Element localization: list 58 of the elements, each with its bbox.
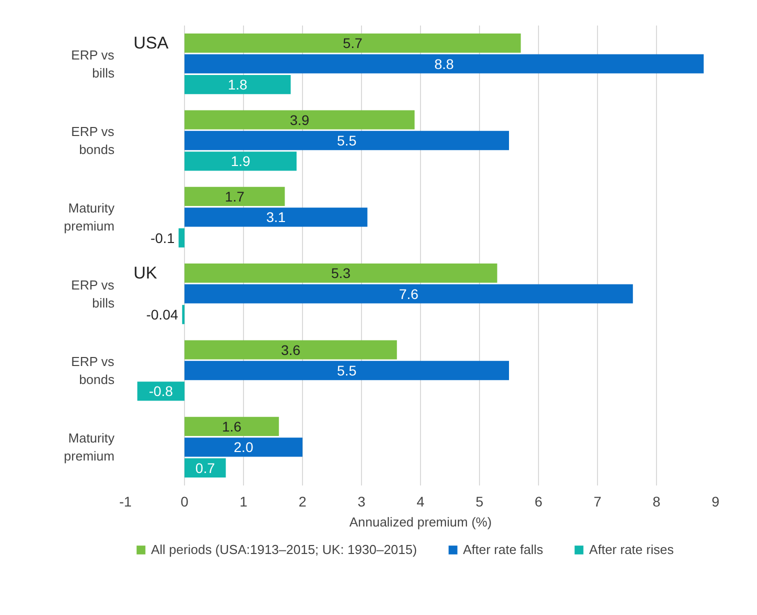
- bar: [184, 360, 509, 380]
- legend-label: After rate falls: [462, 542, 544, 557]
- x-tick-label: 2: [298, 494, 307, 510]
- data-label: 2.0: [234, 439, 254, 456]
- data-label: 1.9: [230, 153, 250, 170]
- x-axis-title: Annualized premium (%): [349, 514, 492, 530]
- x-tick-label: -1: [119, 494, 132, 510]
- bar: [184, 458, 226, 478]
- bar: [184, 54, 704, 74]
- legend-label: All periods (USA:1913–2015; UK: 1930–2015): [151, 542, 417, 557]
- bar: [178, 228, 184, 248]
- y-tick-label: ERP vs bills: [71, 47, 115, 80]
- y-tick-label: ERP vs bills: [71, 277, 115, 310]
- x-tick-label: 9: [712, 494, 720, 510]
- data-label: 1.8: [228, 76, 248, 93]
- bar: [184, 34, 521, 53]
- bar: [184, 208, 368, 227]
- y-tick-label: ERP vs bonds: [71, 124, 115, 157]
- y-tick-label: ERP vs bonds: [71, 354, 115, 387]
- y-tick-label: Maturity premium: [64, 430, 115, 464]
- bar: [184, 74, 291, 94]
- annotation: USA: [134, 34, 170, 53]
- data-label: -0.1: [150, 230, 175, 246]
- x-tick-label: 5: [476, 494, 484, 510]
- bar: [184, 186, 285, 206]
- bar: [184, 152, 297, 171]
- bar: [184, 130, 509, 150]
- data-label: 3.1: [266, 209, 286, 226]
- data-label: 7.6: [398, 286, 419, 302]
- legend-label: After rate rises: [589, 542, 674, 557]
- data-label: 8.8: [434, 56, 454, 72]
- data-label: -0.8: [148, 383, 174, 400]
- data-label: 5.3: [331, 265, 351, 282]
- bar: [184, 438, 302, 457]
- annotation: UK: [134, 264, 158, 283]
- data-label: -0.04: [146, 306, 178, 323]
- y-tick-label: Maturity premium: [64, 200, 115, 234]
- x-tick-label: 0: [180, 494, 189, 510]
- data-label: 5.7: [342, 35, 363, 52]
- data-label: 1.7: [224, 188, 245, 204]
- data-label: 3.6: [280, 342, 301, 358]
- bar: [184, 340, 397, 360]
- x-tick-label: 6: [534, 494, 543, 510]
- bar: [184, 264, 498, 283]
- x-tick-label: 7: [594, 494, 602, 510]
- data-label: 5.5: [337, 362, 357, 378]
- data-label: 0.7: [195, 460, 216, 476]
- data-label: 3.9: [290, 112, 310, 128]
- data-label: 1.6: [222, 418, 242, 434]
- x-tick-label: 1: [240, 494, 248, 510]
- bar: [184, 284, 633, 304]
- bar: [137, 382, 184, 401]
- x-tick-label: 4: [416, 494, 425, 510]
- bar: [184, 110, 415, 130]
- x-tick-label: 3: [358, 494, 366, 510]
- bar: [184, 416, 279, 436]
- x-tick-label: 8: [652, 494, 661, 510]
- data-label: 5.5: [337, 132, 357, 148]
